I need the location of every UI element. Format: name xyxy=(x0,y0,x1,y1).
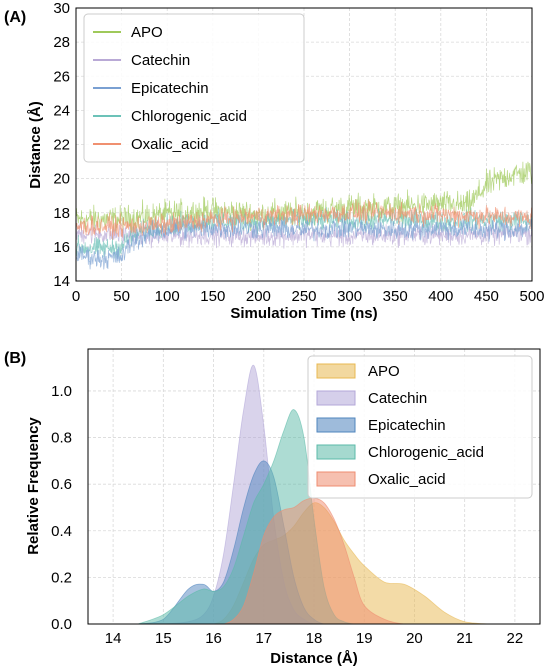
panel-a-x-tick-label: 0 xyxy=(72,288,80,305)
panel-a-y-tick-label: 14 xyxy=(53,273,70,290)
panel-b-x-tick-label: 17 xyxy=(255,630,272,647)
panel-a: (A) 0 50 100 150 200 250 300 350 400 450 500 14161… xyxy=(4,0,545,322)
panel-b-legend-swatch-oxalic-acid xyxy=(316,471,356,487)
panel-b-y-tick-label: 0.8 xyxy=(51,430,72,447)
panel-b-x-axis-label: Distance (Å) xyxy=(270,650,358,667)
panel-b-y-tick-label: 0.6 xyxy=(51,476,72,493)
panel-a-x-tick-label: 200 xyxy=(246,288,271,305)
panel-a-x-tick-label: 500 xyxy=(519,288,544,305)
panel-b-x-tick-label: 16 xyxy=(205,630,222,647)
panel-a-x-tick-label: 450 xyxy=(474,288,499,305)
panel-b-legend-label-catechin: Catechin xyxy=(368,390,427,407)
panel-a-legend-label-oxalic-acid: Oxalic_acid xyxy=(131,136,209,153)
panel-a-legend-label-apo: APO xyxy=(131,24,163,41)
panel-a-legend-label-catechin: Catechin xyxy=(131,52,190,69)
panel-a-x-tick-label: 150 xyxy=(200,288,225,305)
panel-a-frame xyxy=(75,7,533,282)
panel-a-x-tick-label: 250 xyxy=(291,288,316,305)
panel-a-x-tick-label: 100 xyxy=(155,288,180,305)
panel-a-y-axis-label: Distance (Å) xyxy=(27,101,44,189)
panel-b-y-tick-label: 0.4 xyxy=(51,523,72,540)
panel-b-x-tick-label: 15 xyxy=(155,630,172,647)
panel-b: (B) 14 15 16 17 18 19 20 21 22 0.0 0.2 0.4 0.6 0.8 1.… xyxy=(4,348,541,667)
panel-b-y-ticks: 0.0 0.2 0.4 0.6 0.8 1.0 xyxy=(51,383,72,633)
panel-b-legend-box xyxy=(307,355,533,499)
panel-b-x-tick-label: 18 xyxy=(306,630,323,647)
panel-a-legend: APO Catechin Epicatechin Chlorogenic_acid Ox… xyxy=(83,13,305,163)
panel-a-x-tick-label: 50 xyxy=(113,288,130,305)
panel-a-legend-label-chlorogenic-acid: Chlorogenic_acid xyxy=(131,108,247,125)
panel-b-legend-label-apo: APO xyxy=(368,363,400,380)
panel-b-legend-swatch-epicatechin xyxy=(316,417,356,433)
panel-a-y-tick-label: 20 xyxy=(53,171,70,188)
panel-a-legend-label-epicatechin: Epicatechin xyxy=(131,80,209,97)
panel-a-x-tick-label: 300 xyxy=(337,288,362,305)
panel-b-y-tick-label: 1.0 xyxy=(51,383,72,400)
panel-a-y-tick-label: 28 xyxy=(53,34,70,51)
panel-a-y-tick-label: 16 xyxy=(53,239,70,256)
panel-a-y-tick-label: 24 xyxy=(53,102,70,119)
panel-b-y-tick-label: 0.0 xyxy=(51,616,72,633)
panel-b-y-axis-label: Relative Frequency xyxy=(25,417,42,555)
panel-b-legend-swatch-catechin xyxy=(316,390,356,406)
panel-b-x-tick-label: 21 xyxy=(456,630,473,647)
panel-a-series xyxy=(75,161,533,270)
panel-a-label: (A) xyxy=(4,9,26,26)
panel-a-y-tick-label: 26 xyxy=(53,68,70,85)
panel-a-legend-box xyxy=(83,13,305,163)
panel-b-x-tick-label: 19 xyxy=(356,630,373,647)
panel-a-x-axis-label: Simulation Time (ns) xyxy=(230,305,377,322)
panel-a-y-tick-label: 30 xyxy=(53,0,70,17)
panel-b-x-tick-label: 14 xyxy=(105,630,122,647)
panel-b-legend-swatch-chlorogenic-acid xyxy=(316,444,356,460)
panel-b-y-tick-label: 0.2 xyxy=(51,569,72,586)
panel-a-x-tick-label: 350 xyxy=(383,288,408,305)
panel-b-legend-swatch-apo xyxy=(316,363,356,379)
panel-b-label: (B) xyxy=(4,350,26,367)
panel-a-y-tick-label: 18 xyxy=(53,205,70,222)
panel-b-x-tick-label: 22 xyxy=(507,630,524,647)
panel-a-series-oxalic-acid-line xyxy=(75,199,533,240)
panel-a-x-ticks: 0 50 100 150 200 250 300 350 400 450 500 xyxy=(72,288,545,305)
panel-b-legend: APO Catechin Epicatechin Chlorogenic_acid Ox… xyxy=(307,355,533,499)
panel-b-x-ticks: 14 15 16 17 18 19 20 21 22 xyxy=(105,630,523,647)
panel-a-y-ticks: 14 16 18 20 22 24 26 28 30 xyxy=(53,0,70,290)
panel-b-x-tick-label: 20 xyxy=(406,630,423,647)
panel-b-legend-label-chlorogenic-acid: Chlorogenic_acid xyxy=(368,444,484,461)
panel-a-series-catechin-line xyxy=(75,221,533,249)
panel-a-x-tick-label: 400 xyxy=(428,288,453,305)
panel-b-legend-label-epicatechin: Epicatechin xyxy=(368,417,446,434)
panel-b-legend-label-oxalic-acid: Oxalic_acid xyxy=(368,471,446,488)
panel-b-frame xyxy=(87,348,541,625)
panel-a-y-tick-label: 22 xyxy=(53,137,70,154)
